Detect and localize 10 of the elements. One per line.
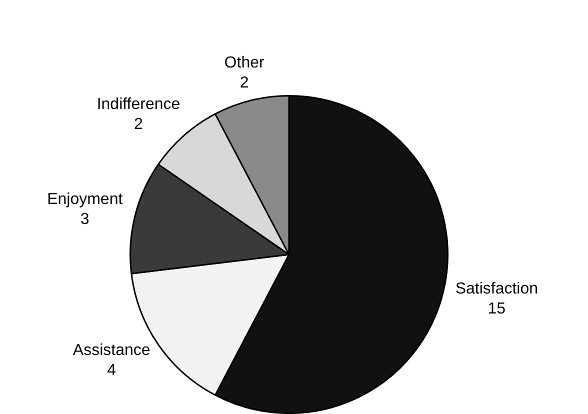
slice-label: Enjoyment: [47, 191, 124, 208]
data-label: 2: [240, 74, 249, 92]
slice-label: Satisfaction: [455, 280, 538, 298]
data-label: 4: [107, 362, 116, 379]
data-label: 2: [134, 116, 144, 134]
slice-label: Assistance: [72, 342, 150, 359]
data-label: 3: [80, 211, 90, 228]
slice-label: Indifference: [96, 96, 180, 114]
data-label: 15: [488, 300, 506, 318]
slice-label: Other: [224, 54, 265, 72]
